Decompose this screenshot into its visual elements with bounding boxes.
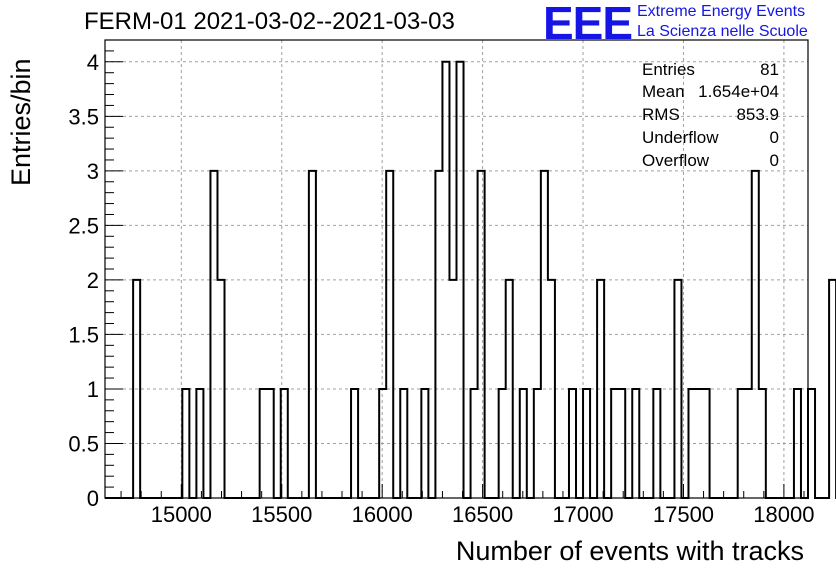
logo-line-2: La Scienza nelle Scuole <box>637 23 808 40</box>
y-tick-label: 3.5 <box>68 104 99 129</box>
stats-overflow-label: Overflow <box>642 151 710 170</box>
y-tick-label: 1 <box>87 377 99 402</box>
chart-title: FERM-01 2021-03-02--2021-03-03 <box>84 8 455 35</box>
x-tick-label: 17500 <box>653 502 714 527</box>
stats-rms-label: RMS <box>642 105 680 124</box>
x-tick-label: 16500 <box>452 502 513 527</box>
stats-rms-value: 853.9 <box>736 105 779 124</box>
y-tick-label: 1.5 <box>68 322 99 347</box>
x-tick-label: 17000 <box>552 502 613 527</box>
y-tick-label: 0.5 <box>68 431 99 456</box>
stats-underflow-value: 0 <box>769 128 779 147</box>
stats-entries-label: Entries <box>642 60 695 79</box>
grid-lines <box>105 40 808 498</box>
y-tick-label: 3 <box>87 159 99 184</box>
stats-overflow-value: 0 <box>769 151 779 170</box>
x-axis-label: Number of events with tracks <box>455 536 804 566</box>
y-axis-label: Entries/bin <box>6 58 36 186</box>
y-tick-label: 2 <box>87 268 99 293</box>
histogram-bin <box>808 389 815 498</box>
x-tick-label: 15000 <box>151 502 212 527</box>
stats-entries-value: 81 <box>760 60 779 79</box>
x-tick-label: 18000 <box>753 502 814 527</box>
x-tick-label: 15500 <box>251 502 312 527</box>
y-tick-label: 4 <box>87 50 99 75</box>
tick-labels: 15000 15500 16000 16500 17000 17500 18000 0 0.5 1… <box>68 50 814 527</box>
x-tick-label: 16000 <box>352 502 413 527</box>
histogram-outline <box>105 60 836 499</box>
y-tick-label: 2.5 <box>68 213 99 238</box>
eee-logo: EEE <box>543 0 633 49</box>
y-tick-label: 0 <box>87 486 99 511</box>
stats-mean-label: Mean <box>642 82 685 101</box>
logo-line-1: Extreme Energy Events <box>637 3 806 20</box>
stats-mean-value: 1.654e+04 <box>698 82 779 101</box>
stats-underflow-label: Underflow <box>642 128 719 147</box>
histogram-bin <box>829 280 836 498</box>
